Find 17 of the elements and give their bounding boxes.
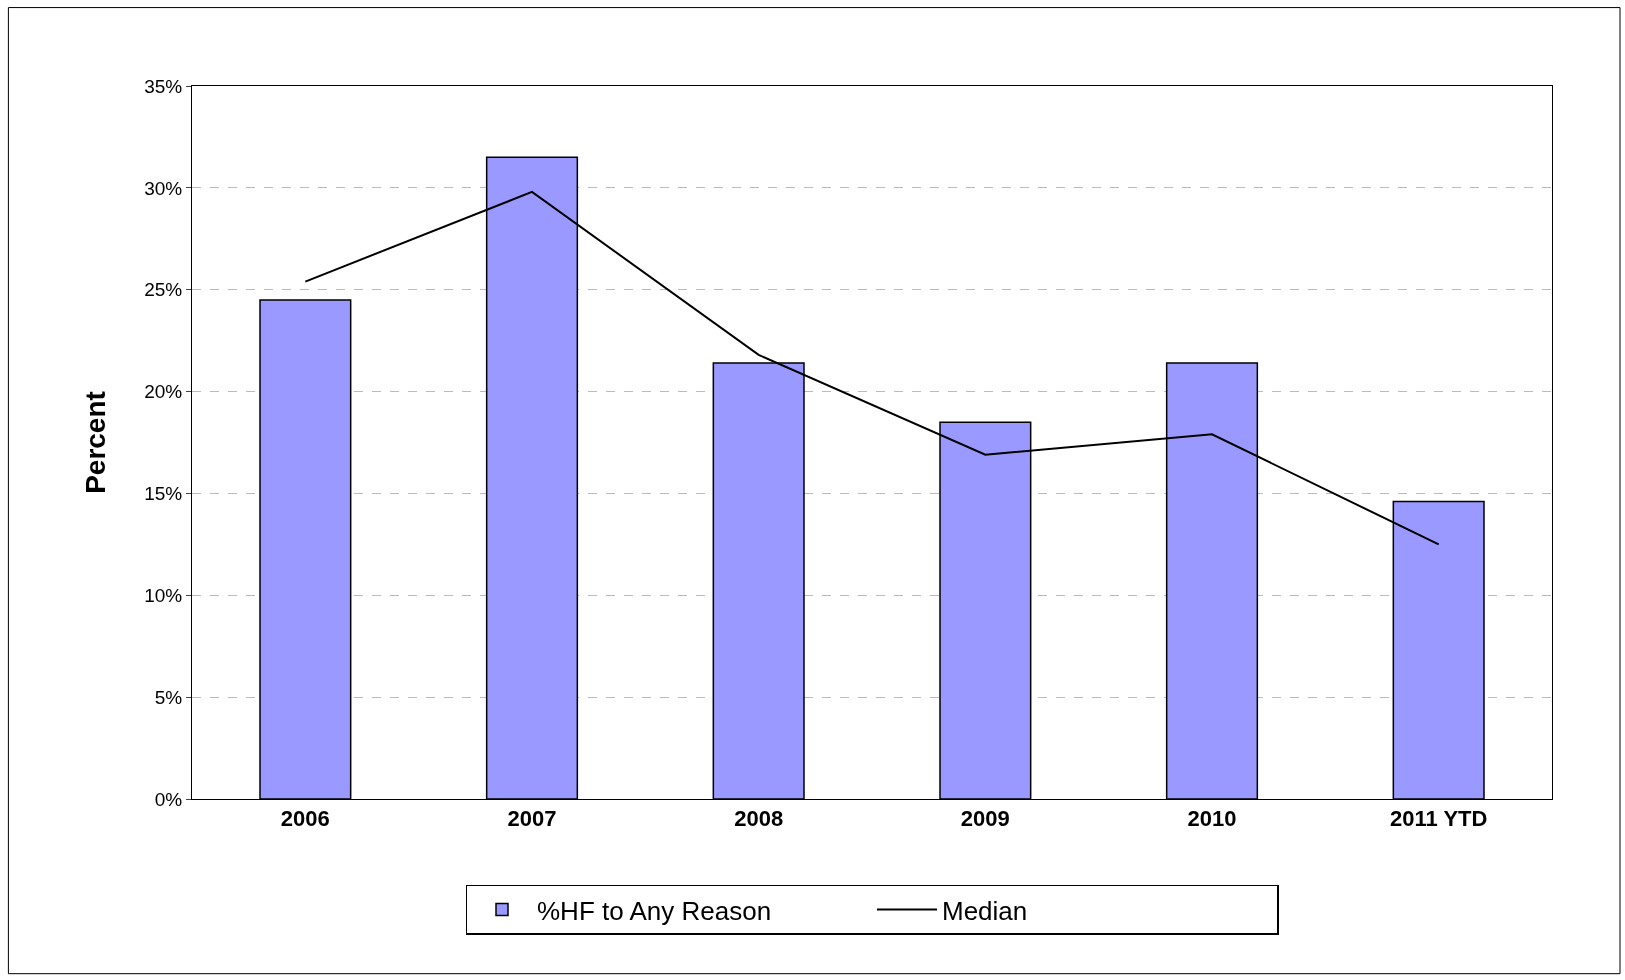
x-tick-label: 2010	[1187, 806, 1237, 832]
y-tick-label: 35%	[144, 75, 183, 97]
y-tick-label: 0%	[154, 788, 183, 810]
y-tick-label: 25%	[144, 279, 183, 301]
legend-label: %HF to Any Reason	[537, 895, 772, 926]
y-tick-label: 20%	[144, 381, 183, 403]
y-tick-label: 30%	[144, 177, 183, 199]
y-tick-label: 5%	[154, 686, 183, 708]
x-tick-label: 2008	[734, 806, 784, 832]
y-tick-label: 10%	[144, 584, 183, 606]
x-tick-label: 2009	[960, 806, 1010, 832]
y-tick-label: 15%	[144, 483, 183, 505]
x-tick-label: 2011 YTD	[1389, 806, 1488, 832]
x-tick-label: 2007	[507, 806, 557, 832]
legend-label: Median	[942, 895, 1028, 926]
x-tick-label: 2006	[280, 806, 330, 832]
y-axis-title: Percent	[79, 391, 111, 494]
